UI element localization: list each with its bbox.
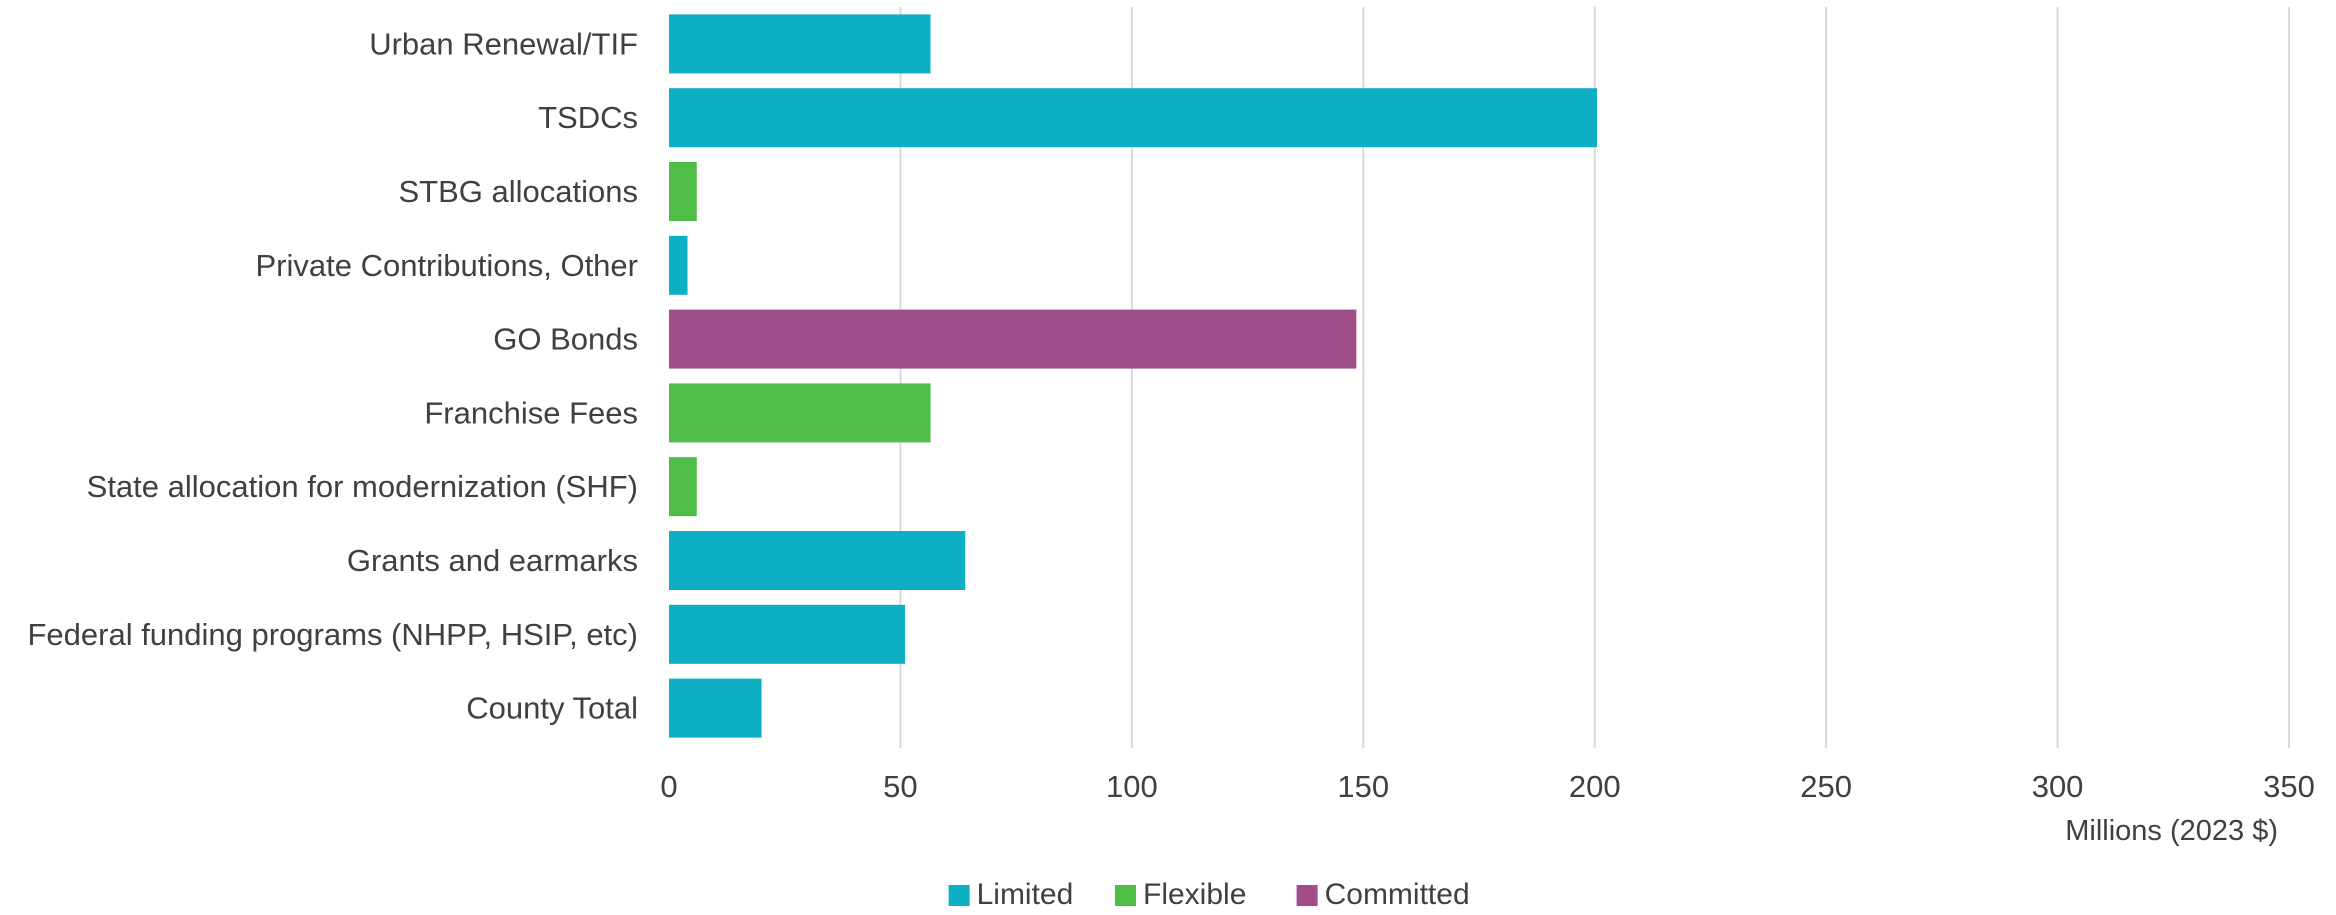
legend-label-committed: Committed [1325, 878, 1470, 911]
bar-private-contributions-other [669, 235, 688, 295]
x-tick-label-0: 0 [660, 769, 677, 804]
legend: Limited Flexible Committed [948, 878, 1470, 911]
bar-go-bonds [669, 309, 1357, 369]
category-labels: Urban Renewal/TIF TSDCs STBG allocations Pr… [27, 26, 638, 725]
bar-federal-funding-programs-nhpp-hsip-etc [669, 604, 906, 664]
x-tick-label-100: 100 [1106, 769, 1158, 804]
bar-urban-renewal-tif [669, 14, 931, 74]
x-tick-label-350: 350 [2263, 769, 2315, 804]
legend-item-committed: Committed [1296, 878, 1470, 911]
bars [669, 14, 1598, 738]
legend-swatch-flexible [1115, 885, 1136, 906]
x-axis-title: Millions (2023 $) [2065, 815, 2278, 847]
x-tick-label-50: 50 [883, 769, 917, 804]
bar-franchise-fees [669, 383, 931, 443]
category-label-state-allocation-for-modernization-shf: State allocation for modernization (SHF) [87, 469, 638, 504]
legend-item-limited: Limited [948, 878, 1074, 911]
bar-grants-and-earmarks [669, 531, 966, 590]
bar-state-allocation-for-modernization-shf [669, 457, 697, 517]
legend-label-flexible: Flexible [1143, 878, 1246, 911]
category-label-urban-renewal-tif: Urban Renewal/TIF [369, 26, 638, 61]
category-label-stbg-allocations: STBG allocations [399, 174, 639, 209]
bar-county-total [669, 678, 762, 738]
category-label-tsdcs: TSDCs [538, 100, 638, 135]
category-label-county-total: County Total [466, 691, 638, 726]
category-label-franchise-fees: Franchise Fees [424, 395, 638, 430]
x-tick-label-300: 300 [2032, 769, 2084, 804]
x-tick-label-150: 150 [1337, 769, 1389, 804]
legend-swatch-limited [948, 885, 970, 906]
legend-item-flexible: Flexible [1115, 878, 1246, 911]
legend-label-limited: Limited [977, 878, 1074, 911]
category-label-go-bonds: GO Bonds [493, 322, 638, 357]
category-label-private-contributions-other: Private Contributions, Other [255, 248, 638, 283]
legend-swatch-committed [1296, 885, 1318, 906]
bar-tsdcs [669, 88, 1598, 148]
x-tick-labels: 0 50 100 150 200 250 300 350 [660, 769, 2314, 804]
bar-stbg-allocations [669, 162, 697, 221]
category-label-grants-and-earmarks: Grants and earmarks [347, 543, 638, 578]
x-tick-label-200: 200 [1569, 769, 1621, 804]
category-label-federal-funding-programs-nhpp-hsip-etc: Federal funding programs (NHPP, HSIP, et… [27, 617, 638, 652]
x-tick-label-250: 250 [1800, 769, 1852, 804]
